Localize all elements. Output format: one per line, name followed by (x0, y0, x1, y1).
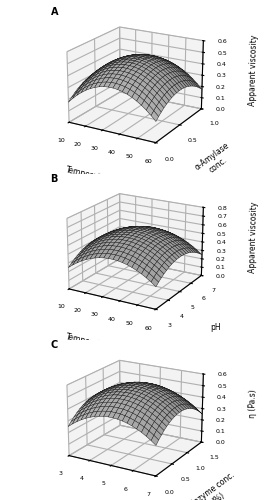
Text: C: C (51, 340, 58, 350)
X-axis label: Temperature: Temperature (65, 332, 114, 352)
X-axis label: Temperature: Temperature (65, 166, 114, 186)
Y-axis label: Enzyme conc.
(%): Enzyme conc. (%) (188, 470, 242, 500)
Text: A: A (51, 7, 58, 17)
Y-axis label: pH: pH (210, 323, 220, 332)
Text: B: B (51, 174, 58, 184)
Y-axis label: α-Amylase
conc.: α-Amylase conc. (193, 141, 237, 180)
